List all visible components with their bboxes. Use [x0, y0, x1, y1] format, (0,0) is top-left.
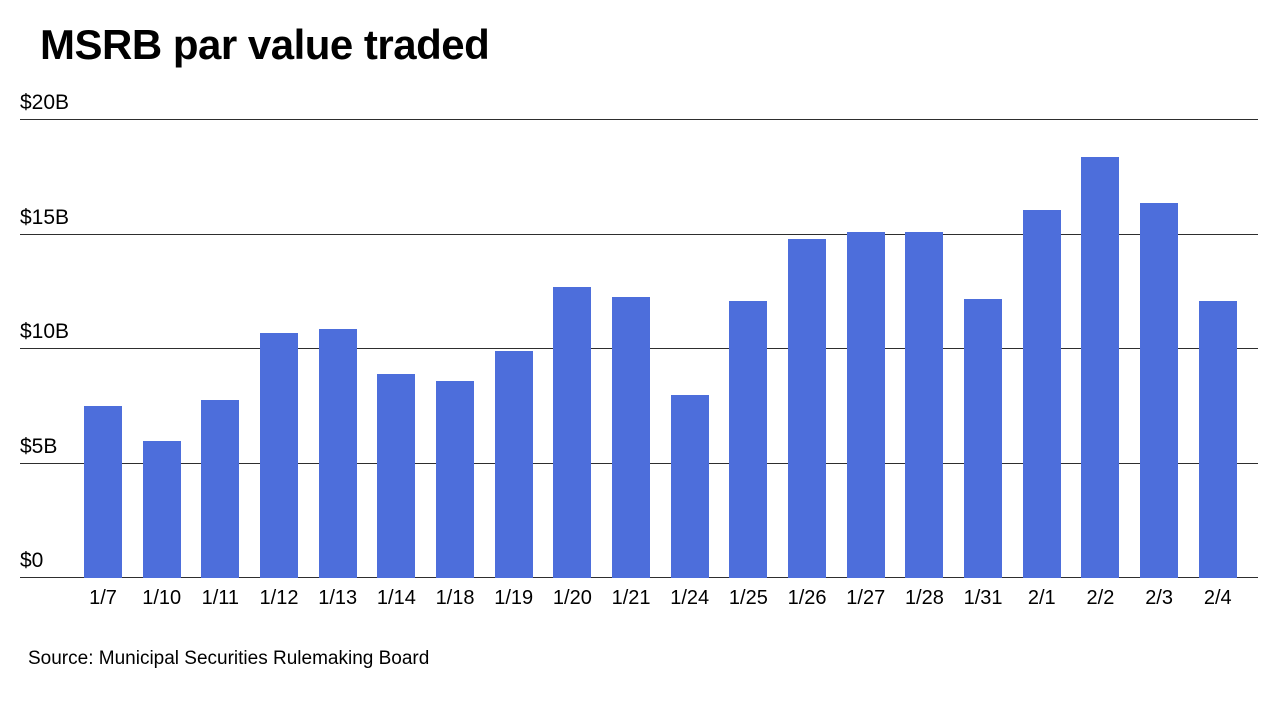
bar-slot: [1072, 120, 1128, 579]
bar-slot: [192, 120, 248, 579]
x-axis-tick-label: 1/25: [728, 587, 768, 610]
x-axis-tick-label: 1/11: [201, 587, 240, 610]
bar-1/12: [260, 333, 299, 579]
bars-container: [75, 120, 1246, 579]
bar-2/2: [1081, 156, 1120, 579]
x-axis-tick-label: 1/20: [552, 587, 592, 610]
bar-slot: [134, 120, 190, 579]
x-axis-tick-label: 1/19: [494, 587, 534, 610]
bar-1/26: [788, 239, 827, 579]
bar-1/11: [201, 399, 240, 579]
x-axis-tick-label: 1/27: [846, 587, 886, 610]
gridline: [20, 233, 1258, 235]
bar-slot: [896, 120, 952, 579]
source-text: Source: Municipal Securities Rulemaking …: [28, 648, 430, 670]
bar-1/18: [436, 381, 475, 579]
gridline: [20, 119, 1258, 121]
bar-1/19: [494, 351, 533, 579]
x-axis-tick-label: 1/28: [904, 587, 944, 610]
bar-1/13: [318, 328, 357, 579]
x-axis-tick-label: 2/1: [1027, 587, 1056, 610]
bar-1/21: [612, 296, 651, 579]
bar-1/28: [905, 232, 944, 579]
bar-1/20: [553, 287, 592, 579]
x-axis-tick-label: 1/18: [435, 587, 475, 610]
bar-1/14: [377, 374, 416, 579]
bar-1/7: [84, 406, 122, 579]
bar-slot: [955, 120, 1011, 579]
bar-slot: [1190, 120, 1246, 579]
bar-2/1: [1022, 209, 1061, 579]
bar-slot: [427, 120, 483, 579]
x-axis-tick-label: 2/2: [1086, 587, 1115, 610]
x-axis-tick-label: 1/31: [963, 587, 1003, 610]
bar-slot: [544, 120, 600, 579]
x-axis-tick-label: 1/10: [142, 587, 182, 610]
x-axis-tick-label: 1/12: [259, 587, 299, 610]
chart-title: MSRB par value traded: [40, 21, 490, 68]
bar-slot: [310, 120, 366, 579]
bar-slot: [603, 120, 659, 579]
y-axis-tick-label: $10B: [20, 321, 74, 343]
bar-slot: [1014, 120, 1070, 579]
x-axis-tick-label: 1/7: [89, 587, 117, 610]
bar-2/3: [1140, 202, 1179, 579]
x-axis-tick-label: 1/26: [787, 587, 827, 610]
y-axis-tick-label: $5B: [20, 435, 62, 457]
y-axis-tick-label: $15B: [20, 206, 74, 228]
plot-area: $0 $5B $10B $15B $20B: [20, 92, 1258, 579]
bar-1/25: [729, 301, 768, 579]
bar-1/10: [142, 440, 181, 579]
bar-slot: [368, 120, 424, 579]
bar-1/24: [670, 395, 709, 579]
x-axis-tick-label: 1/14: [376, 587, 416, 610]
y-axis-tick-label: $20B: [20, 92, 74, 114]
bar-chart: $0 $5B $10B $15B $20B 1/7 1/10 1/11 1/12 1/13 1/1…: [20, 92, 1258, 610]
bar-2/4: [1198, 301, 1237, 579]
bar-slot: [838, 120, 894, 579]
bar-slot: [720, 120, 776, 579]
bar-slot: [486, 120, 542, 579]
y-axis-tick-label: $0: [20, 550, 48, 572]
bar-slot: [75, 120, 131, 579]
x-axis-tick-label: 1/21: [611, 587, 651, 610]
bar-slot: [662, 120, 718, 579]
bar-slot: [251, 120, 307, 579]
x-axis-labels: 1/7 1/10 1/11 1/12 1/13 1/14 1/18 1/19 1/20 1/21 1…: [75, 587, 1246, 610]
x-axis-tick-label: 1/24: [670, 587, 710, 610]
x-axis-tick-label: 1/13: [318, 587, 358, 610]
bar-1/31: [964, 298, 1003, 579]
x-axis-tick-label: 2/4: [1203, 587, 1232, 610]
bar-slot: [779, 120, 835, 579]
bar-slot: [1131, 120, 1187, 579]
bar-1/27: [846, 232, 885, 579]
x-axis-tick-label: 2/3: [1145, 587, 1173, 610]
